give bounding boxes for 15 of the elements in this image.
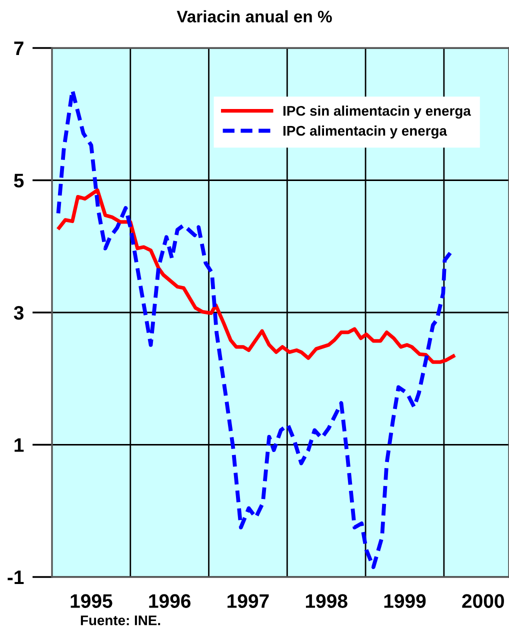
chart-title: Variacin anual en % — [176, 10, 332, 22]
y-tick-label: -1 — [8, 570, 24, 584]
y-tick-label: 5 — [14, 174, 24, 188]
x-tick-label: 1997 — [228, 594, 269, 608]
legend-label: IPC sin alimentacin y energa — [283, 106, 471, 119]
legend-label: IPC alimentacin y energa — [283, 126, 448, 139]
y-tick-label: 1 — [14, 438, 24, 452]
x-tick-label: 1995 — [70, 594, 112, 608]
y-tick-label: 3 — [14, 306, 24, 320]
x-tick-label: 1996 — [149, 594, 191, 608]
x-tick-label: 2000 — [462, 594, 504, 608]
x-tick-label: 1998 — [306, 594, 348, 608]
x-tick-label: 1999 — [384, 594, 426, 608]
y-tick-label: 7 — [14, 42, 24, 56]
source-note: Fuente: INE. — [80, 616, 160, 626]
